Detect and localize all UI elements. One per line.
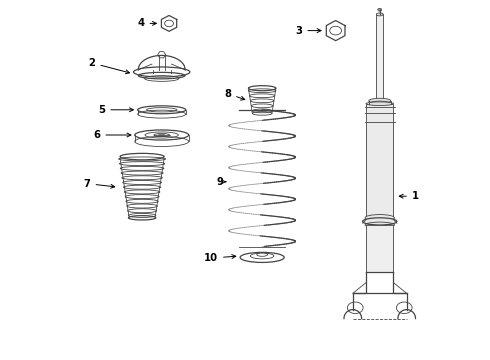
Ellipse shape [366, 221, 393, 225]
Text: 2: 2 [89, 58, 129, 74]
Ellipse shape [363, 218, 397, 225]
Text: 7: 7 [84, 179, 115, 189]
Bar [376, 14, 383, 101]
Text: 3: 3 [295, 26, 321, 36]
Text: 5: 5 [98, 105, 133, 115]
Bar [366, 225, 393, 272]
Circle shape [378, 8, 382, 11]
Ellipse shape [369, 98, 391, 103]
Text: 8: 8 [224, 89, 245, 100]
Ellipse shape [376, 13, 383, 16]
Bar [366, 104, 393, 223]
Ellipse shape [366, 102, 393, 105]
Text: 1: 1 [399, 191, 419, 201]
Text: 4: 4 [137, 18, 156, 28]
Ellipse shape [365, 215, 394, 221]
Text: 6: 6 [94, 130, 131, 140]
Text: 10: 10 [204, 253, 236, 263]
Text: 9: 9 [216, 177, 226, 187]
